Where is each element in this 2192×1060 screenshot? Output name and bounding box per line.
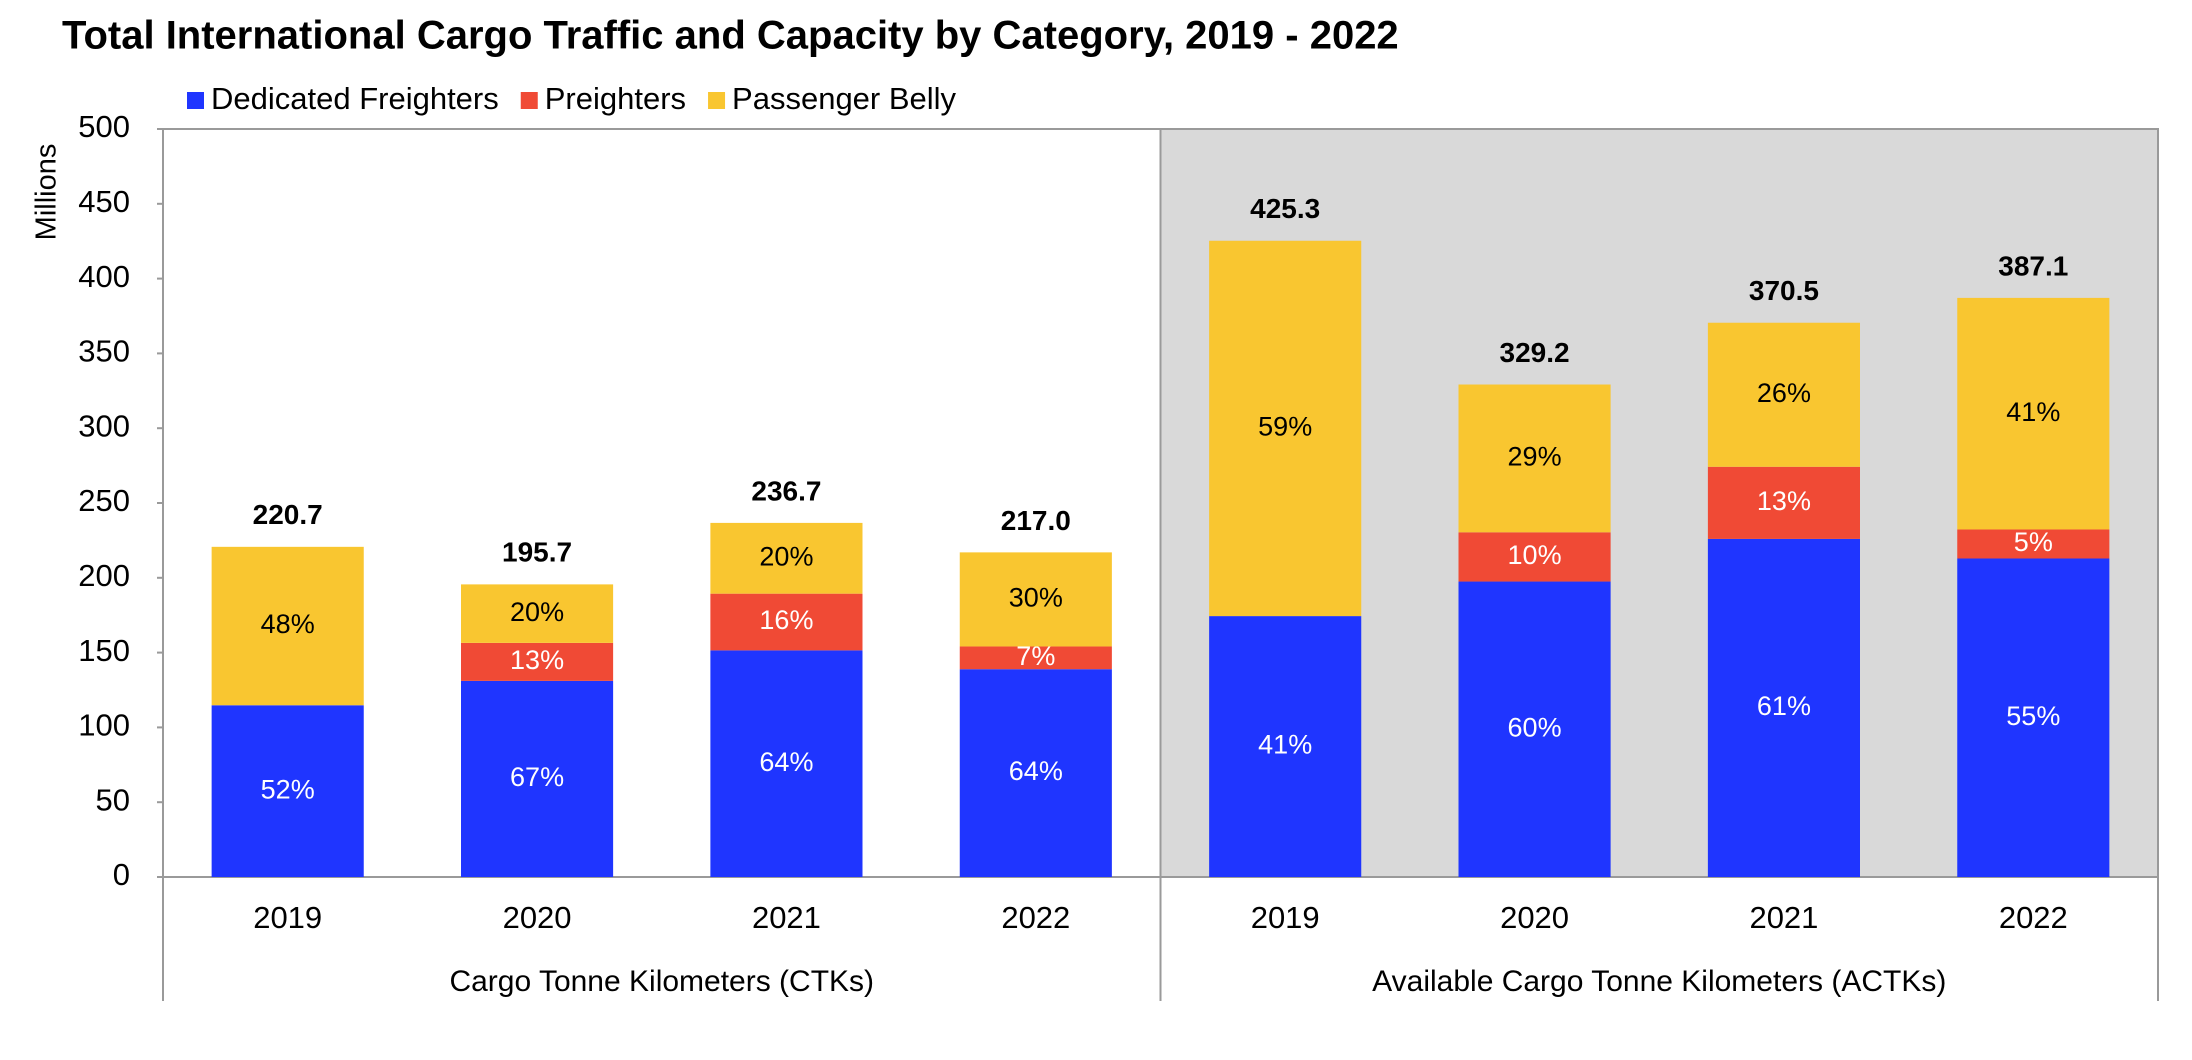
legend-label: Dedicated Freighters xyxy=(211,81,499,116)
legend-label: Preighters xyxy=(545,81,686,116)
share-label: 64% xyxy=(759,747,813,777)
x-tick-label: 2021 xyxy=(752,900,821,935)
group-label: Available Cargo Tonne Kilometers (ACTKs) xyxy=(1372,965,1946,998)
share-label: 59% xyxy=(1258,412,1312,442)
chart-title: Total International Cargo Traffic and Ca… xyxy=(62,14,1399,58)
share-label: 10% xyxy=(1508,540,1562,570)
share-label: 29% xyxy=(1508,442,1562,472)
share-label: 30% xyxy=(1009,583,1063,613)
share-label: 61% xyxy=(1757,691,1811,721)
share-label: 60% xyxy=(1508,712,1562,742)
x-tick-label: 2021 xyxy=(1749,900,1818,935)
y-tick-label: 300 xyxy=(78,408,130,443)
bar-segment xyxy=(461,584,614,643)
bar-segment xyxy=(1458,532,1611,582)
y-tick-label: 50 xyxy=(96,782,130,817)
total-label: 425.3 xyxy=(1250,193,1320,224)
total-label: 220.7 xyxy=(253,499,323,530)
x-tick-label: 2022 xyxy=(1999,900,2068,935)
bar-segment xyxy=(461,680,614,877)
y-tick-label: 450 xyxy=(78,184,130,219)
y-tick-label: 400 xyxy=(78,259,130,294)
y-tick-label: 100 xyxy=(78,708,130,743)
share-label: 20% xyxy=(759,541,813,571)
share-label: 20% xyxy=(510,597,564,627)
share-label: 67% xyxy=(510,762,564,792)
bar-segment xyxy=(1209,616,1362,877)
y-tick-label: 0 xyxy=(113,857,130,892)
y-tick-label: 250 xyxy=(78,483,130,518)
bar-segment xyxy=(1707,322,1860,467)
legend-swatch xyxy=(708,92,726,109)
y-tick-label: 500 xyxy=(78,109,130,144)
legend-label: Passenger Belly xyxy=(732,81,957,116)
share-label: 48% xyxy=(261,609,315,639)
total-label: 329.2 xyxy=(1500,337,1570,368)
y-tick-label: 150 xyxy=(78,633,130,668)
bar-segment xyxy=(1957,558,2110,877)
x-tick-label: 2019 xyxy=(1251,900,1320,935)
bar-segment xyxy=(1707,538,1860,877)
bar-segment xyxy=(1209,240,1362,617)
share-label: 52% xyxy=(261,774,315,804)
total-label: 195.7 xyxy=(502,537,572,568)
share-label: 16% xyxy=(759,605,813,635)
x-tick-label: 2020 xyxy=(1500,900,1569,935)
bar-segment xyxy=(461,642,614,681)
x-tick-label: 2019 xyxy=(253,900,322,935)
bar-segment xyxy=(959,669,1112,877)
y-tick-label: 350 xyxy=(78,334,130,369)
group-label: Cargo Tonne Kilometers (CTKs) xyxy=(449,965,874,998)
bar-segment xyxy=(710,650,863,877)
total-label: 370.5 xyxy=(1749,275,1819,306)
bar-segment xyxy=(1458,581,1611,877)
bar-segment xyxy=(710,593,863,651)
total-label: 387.1 xyxy=(1998,250,2068,281)
bar-segment xyxy=(1957,297,2110,530)
share-label: 64% xyxy=(1009,756,1063,786)
share-label: 5% xyxy=(2014,527,2053,557)
total-label: 217.0 xyxy=(1001,505,1071,536)
y-tick-label: 200 xyxy=(78,558,130,593)
legend-swatch xyxy=(520,92,538,109)
share-label: 41% xyxy=(1258,730,1312,760)
share-label: 41% xyxy=(2006,397,2060,427)
total-label: 236.7 xyxy=(751,475,821,506)
bar-segment xyxy=(1458,384,1611,533)
y-axis-label: Millions xyxy=(31,144,63,241)
share-label: 55% xyxy=(2006,701,2060,731)
share-label: 26% xyxy=(1757,378,1811,408)
bar-segment xyxy=(1707,466,1860,539)
bar-segment xyxy=(959,552,1112,647)
bar-segment xyxy=(1957,529,2110,559)
share-label: 13% xyxy=(510,645,564,675)
bar-segment xyxy=(959,646,1112,670)
bar-segment xyxy=(211,546,364,706)
bar-segment xyxy=(211,705,364,877)
x-tick-label: 2020 xyxy=(503,900,572,935)
bar-segment xyxy=(710,522,863,594)
legend-swatch xyxy=(187,92,204,109)
x-tick-label: 2022 xyxy=(1001,900,1070,935)
share-label: 13% xyxy=(1757,486,1811,516)
